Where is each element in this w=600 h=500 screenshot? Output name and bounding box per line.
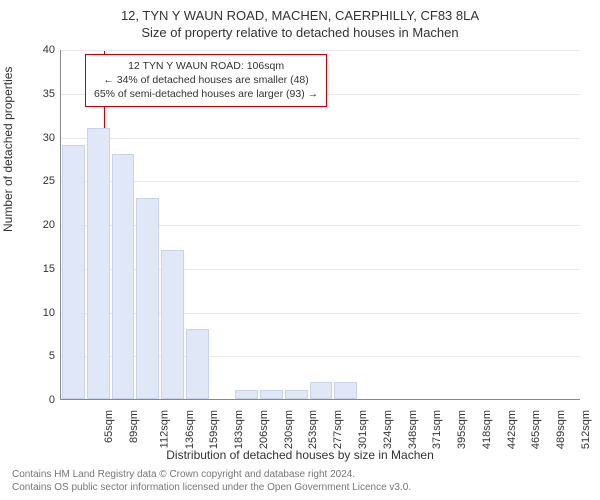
chart-title-sub: Size of property relative to detached ho…	[0, 23, 600, 40]
xtick-label: 465sqm	[530, 410, 542, 449]
annotation-line1: 12 TYN Y WAUN ROAD: 106sqm	[94, 59, 318, 73]
xtick-label: 277sqm	[332, 410, 344, 449]
annotation-line3: 65% of semi-detached houses are larger (…	[94, 87, 318, 101]
gridline	[61, 50, 580, 51]
bar	[136, 198, 159, 399]
xtick-label: 348sqm	[407, 410, 419, 449]
footer-line2: Contains OS public sector information li…	[12, 481, 411, 494]
xtick-label: 395sqm	[456, 410, 468, 449]
ytick-label: 25	[15, 175, 55, 187]
bar	[235, 390, 258, 399]
ytick-label: 20	[15, 219, 55, 231]
footer-text: Contains HM Land Registry data © Crown c…	[12, 468, 411, 494]
gridline	[61, 138, 580, 139]
bar	[285, 390, 308, 399]
xtick-label: 65sqm	[103, 410, 115, 443]
plot-area: 12 TYN Y WAUN ROAD: 106sqm ← 34% of deta…	[60, 50, 580, 400]
gridline	[61, 181, 580, 182]
bar	[112, 154, 135, 399]
bar	[87, 128, 110, 399]
xtick-label: 183sqm	[233, 410, 245, 449]
x-axis-label: Distribution of detached houses by size …	[0, 448, 600, 462]
bar	[62, 145, 85, 399]
ytick-label: 0	[15, 394, 55, 406]
ytick-label: 10	[15, 307, 55, 319]
xtick-label: 112sqm	[158, 410, 170, 448]
chart-title-main: 12, TYN Y WAUN ROAD, MACHEN, CAERPHILLY,…	[0, 0, 600, 23]
xtick-label: 206sqm	[258, 410, 270, 449]
xtick-label: 136sqm	[184, 410, 196, 449]
chart-container: 12, TYN Y WAUN ROAD, MACHEN, CAERPHILLY,…	[0, 0, 600, 500]
xtick-label: 512sqm	[580, 410, 592, 449]
bar	[334, 382, 357, 400]
footer-line1: Contains HM Land Registry data © Crown c…	[12, 468, 411, 481]
bar	[186, 329, 209, 399]
xtick-label: 301sqm	[357, 410, 369, 449]
annotation-box: 12 TYN Y WAUN ROAD: 106sqm ← 34% of deta…	[85, 54, 327, 107]
xtick-label: 159sqm	[209, 410, 221, 449]
xtick-label: 230sqm	[283, 410, 295, 449]
bar	[161, 250, 184, 399]
ytick-label: 15	[15, 263, 55, 275]
xtick-label: 418sqm	[481, 410, 493, 449]
ytick-label: 30	[15, 132, 55, 144]
xtick-label: 324sqm	[382, 410, 394, 449]
ytick-label: 35	[15, 88, 55, 100]
bar	[310, 382, 333, 400]
xtick-label: 253sqm	[308, 410, 320, 449]
ytick-label: 40	[15, 44, 55, 56]
xtick-label: 371sqm	[431, 410, 443, 449]
bar	[260, 390, 283, 399]
xtick-label: 89sqm	[128, 410, 140, 443]
xtick-label: 442sqm	[506, 410, 518, 449]
annotation-line2: ← 34% of detached houses are smaller (48…	[94, 73, 318, 87]
ytick-label: 5	[15, 350, 55, 362]
y-axis-label: Number of detached properties	[1, 67, 15, 232]
xtick-label: 489sqm	[555, 410, 567, 449]
